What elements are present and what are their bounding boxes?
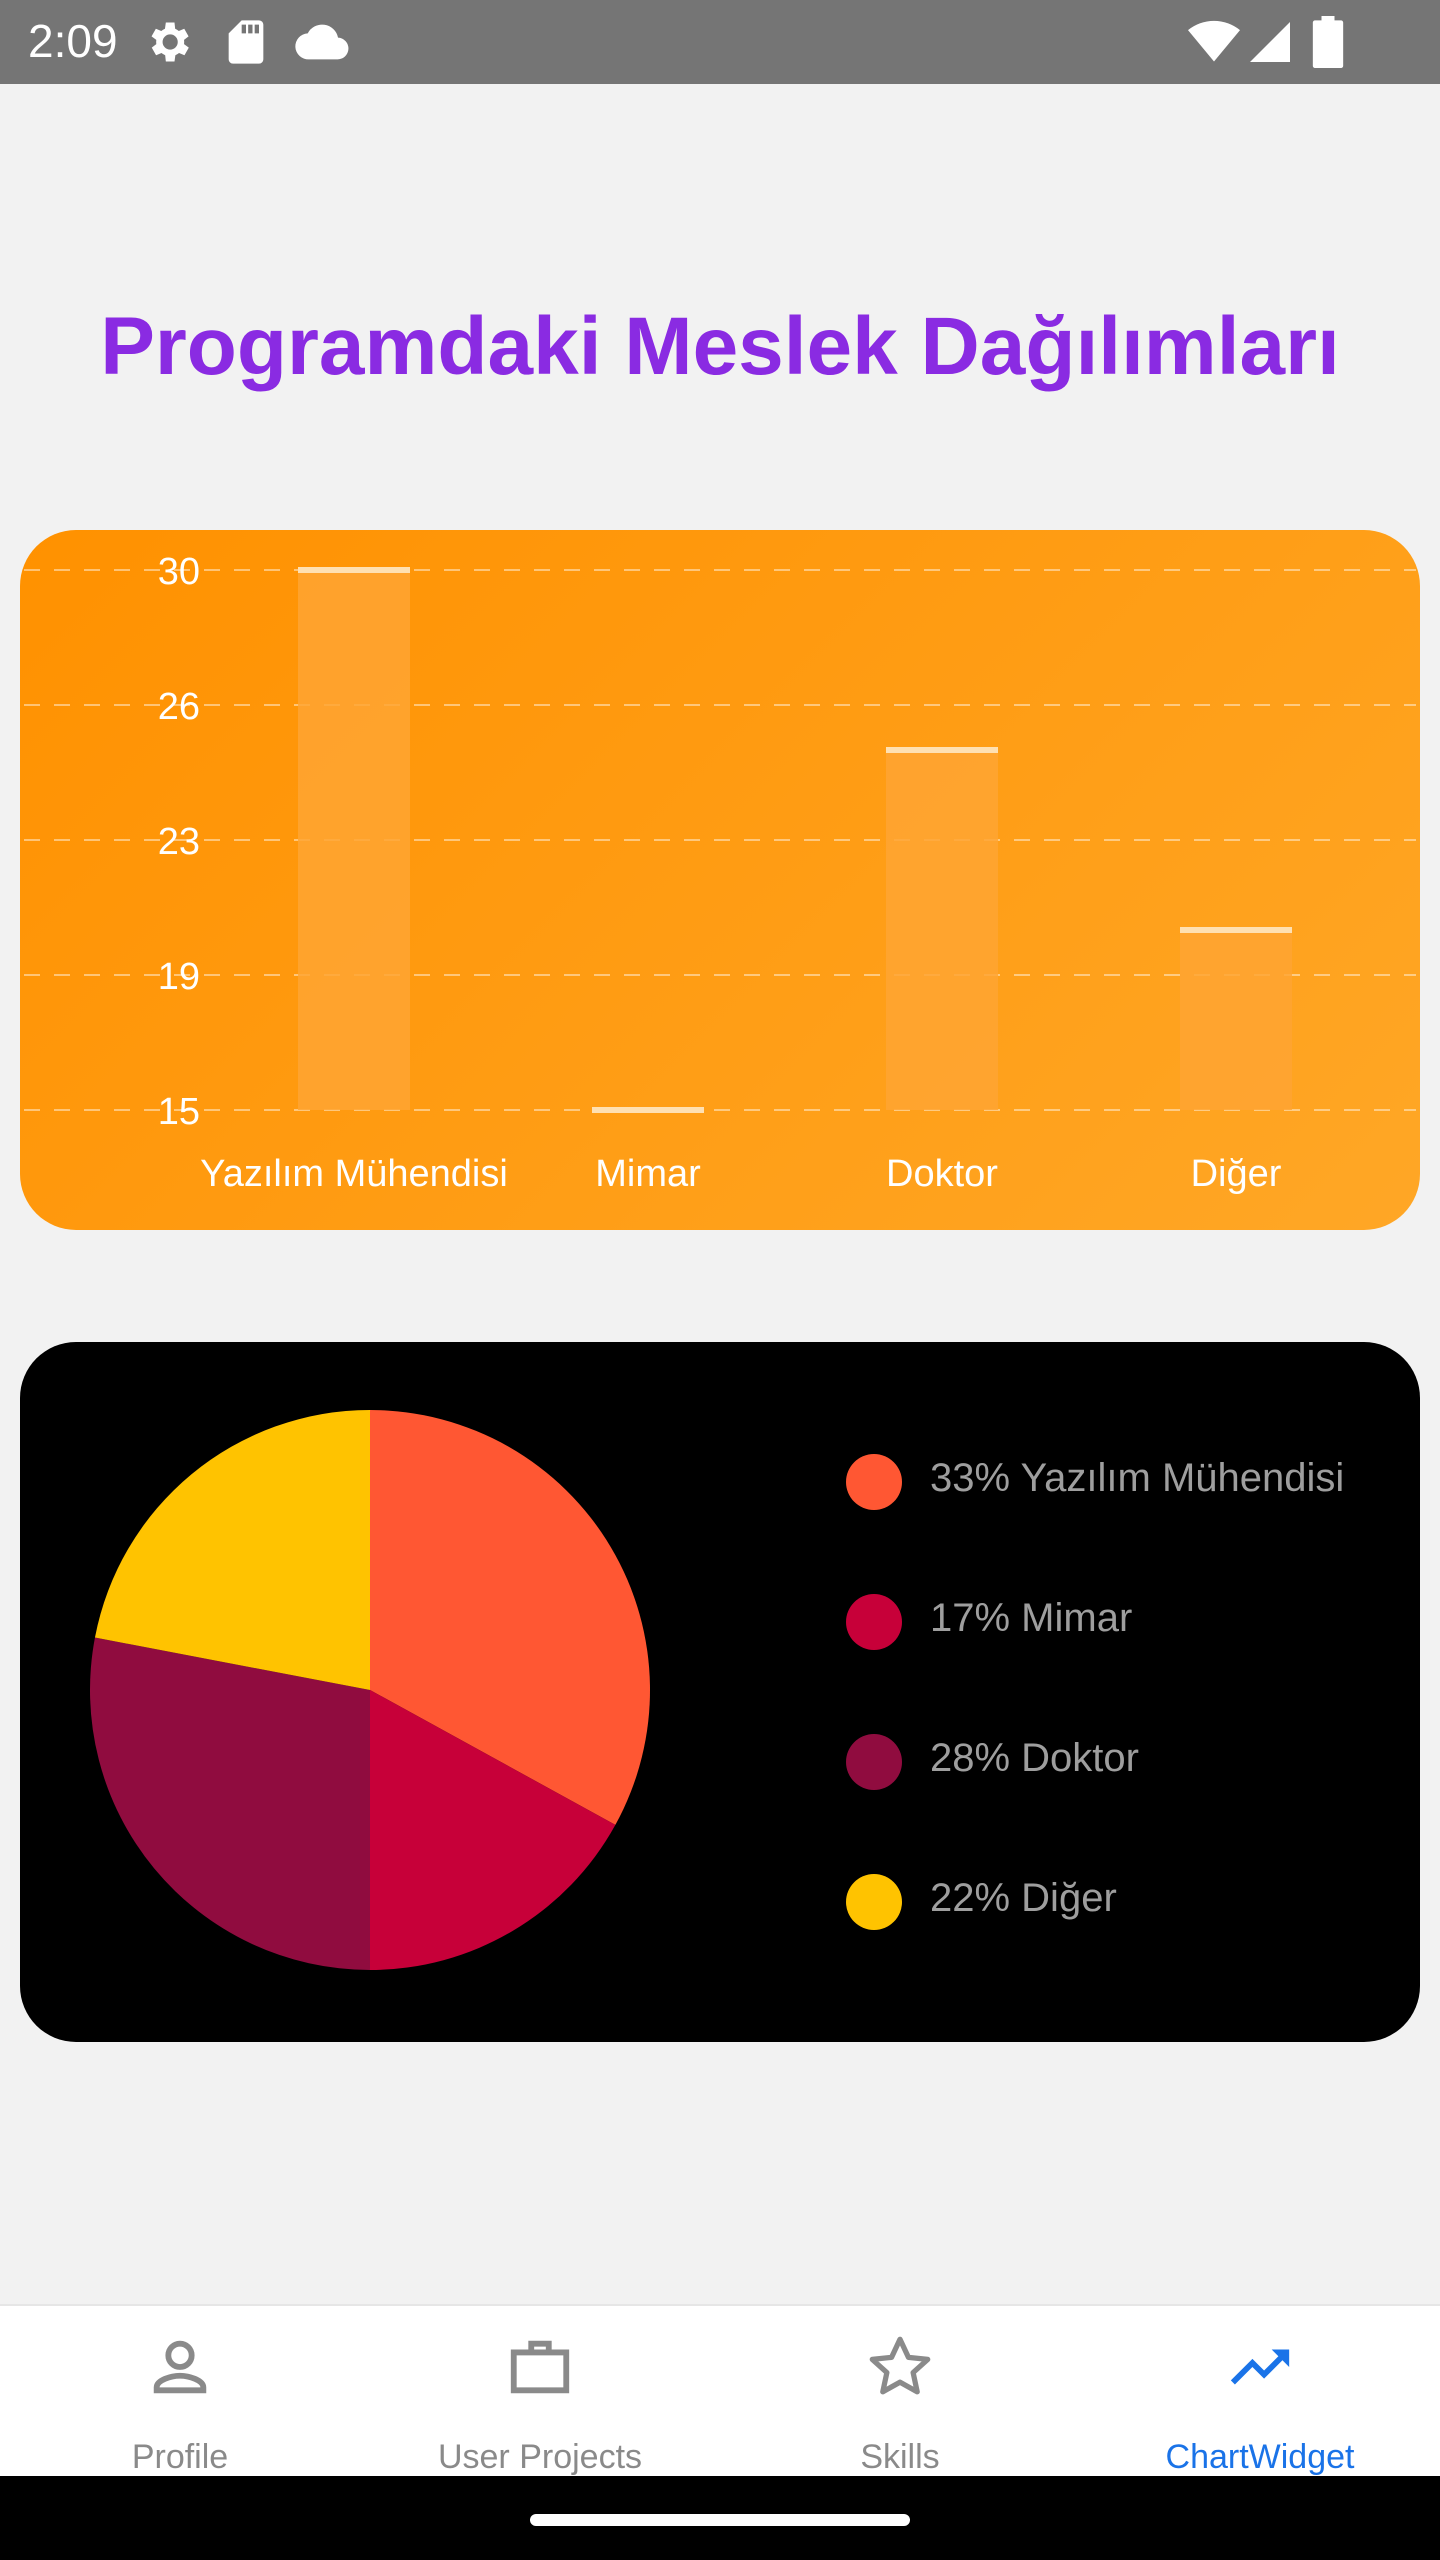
bar[interactable] [1180,930,1292,1110]
bottom-navigation: Profile User Projects Skills ChartWidget [0,2304,1440,2476]
pie-slice[interactable] [370,1410,650,1825]
pie-slice[interactable] [370,1690,616,1970]
bar-top-marker [886,747,998,753]
bar[interactable] [298,570,410,1110]
person-icon [153,2340,207,2394]
system-gesture-bar [0,2476,1440,2560]
cloud-icon [295,24,349,60]
y-tick-label: 26 [158,686,200,728]
y-tick-label: 15 [158,1091,200,1133]
pie-slice[interactable] [90,1637,371,1970]
legend-label: 17% Mimar [930,1596,1133,1640]
pie-slice[interactable] [94,1410,371,1690]
status-time: 2:09 [28,15,118,67]
y-tick-label: 19 [158,956,200,998]
legend-label: 22% Diğer [930,1876,1117,1920]
pie-chart [90,1410,650,1970]
x-tick-label: Yazılım Mühendisi [200,1153,508,1195]
y-tick-label: 23 [158,821,200,863]
y-tick-label: 30 [158,551,200,593]
legend-dot [846,1594,902,1650]
briefcase-icon [510,2340,570,2394]
nav-label-skills: Skills [860,2438,940,2476]
pie-chart-card: 33% Yazılım Mühendisi 17% Mimar 28% Dokt… [20,1342,1420,2042]
nav-item-profile[interactable]: Profile [0,2306,360,2478]
legend-label: 28% Doktor [930,1736,1139,1780]
bar[interactable] [886,750,998,1110]
bar-chart-card: 30 26 23 19 15 Yazılım Mühendisi Mimar Doktor Di… [20,530,1420,1230]
bar-top-marker [298,567,410,573]
page-title: Programdaki Meslek Dağılımları [100,301,1340,392]
nav-label-profile: Profile [131,2438,229,2476]
status-bar: 2:09 [0,0,1440,84]
bar-top-marker [592,1107,704,1113]
legend-label: 33% Yazılım Mühendisi [930,1456,1345,1500]
x-tick-label: Doktor [886,1153,998,1195]
legend-dot [846,1734,902,1790]
sd-card-icon [228,20,264,64]
bar-top-marker [1180,927,1292,933]
settings-gear-icon [151,22,189,62]
home-gesture-handle[interactable] [530,2514,910,2526]
nav-label-user-projects: User Projects [437,2438,643,2476]
cell-signal-icon [1250,22,1290,62]
legend-dot [846,1874,902,1930]
star-icon [869,2336,931,2395]
nav-item-chartwidget[interactable]: ChartWidget [1080,2306,1440,2478]
nav-item-skills[interactable]: Skills [720,2306,1080,2478]
battery-icon [1312,16,1344,68]
nav-label-chartwidget: ChartWidget [1165,2438,1355,2476]
legend-dot [846,1454,902,1510]
nav-item-user-projects[interactable]: User Projects [360,2306,720,2478]
x-tick-label: Diğer [1191,1153,1282,1195]
wifi-icon [1188,20,1240,62]
x-tick-label: Mimar [595,1153,701,1195]
trending-up-icon [1230,2349,1290,2385]
